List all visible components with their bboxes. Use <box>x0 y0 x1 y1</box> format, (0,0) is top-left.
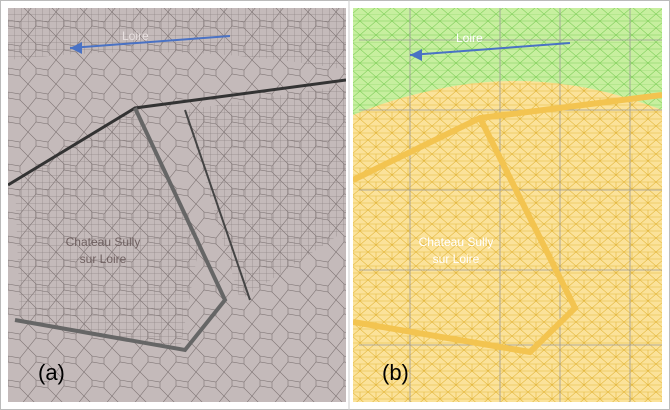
site-label: Chateau Sully <box>66 235 141 249</box>
site-label: sur Loire <box>80 252 127 266</box>
river-label: Loire <box>122 29 149 43</box>
panel-b: Loire Chateau Sully sur Loire (b) <box>353 8 662 402</box>
river-label: Loire <box>456 31 483 45</box>
site-label: Chateau Sully <box>419 235 494 249</box>
panel-label: (b) <box>382 360 409 385</box>
panel-label: (a) <box>38 360 65 385</box>
panel-a: Loire Chateau Sully sur Loire (a) <box>8 8 346 402</box>
site-label: sur Loire <box>433 252 480 266</box>
